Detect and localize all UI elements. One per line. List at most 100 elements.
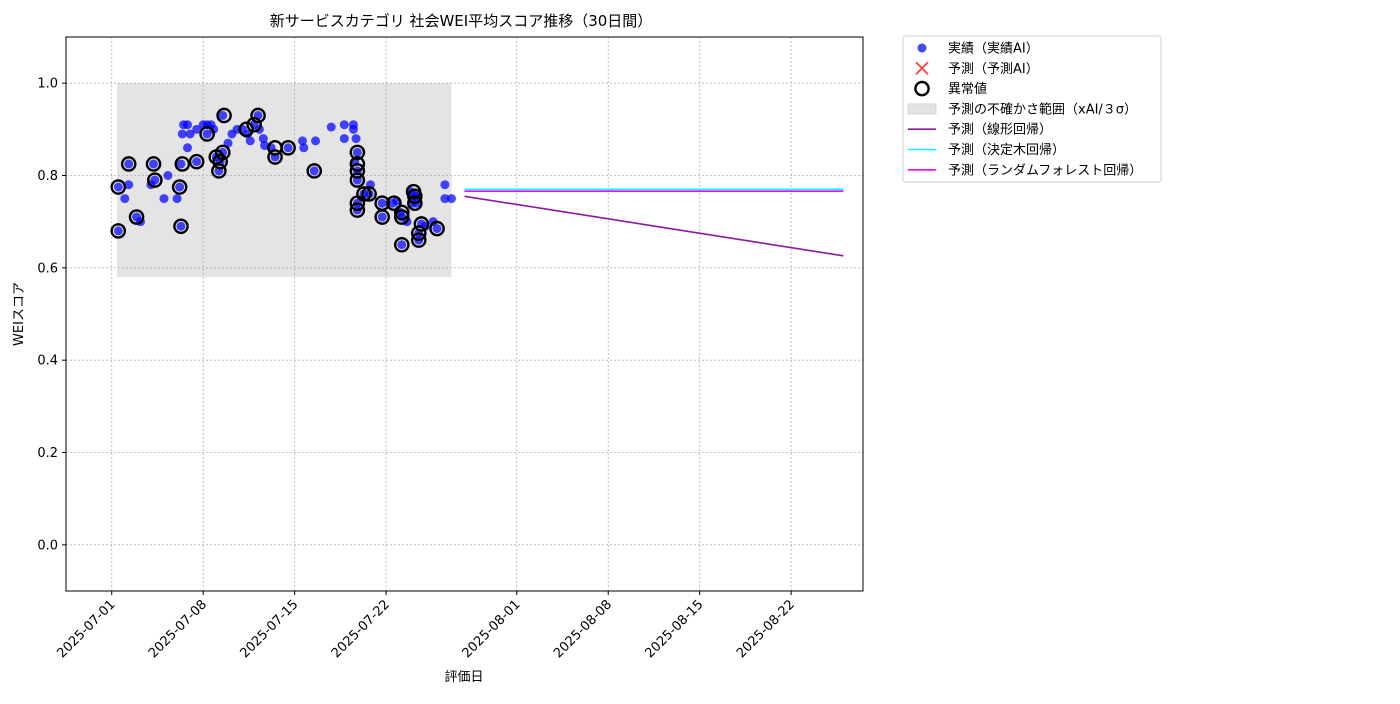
actual-point <box>377 198 387 208</box>
anomaly-marker <box>216 107 232 124</box>
chart-title: 新サービスカテゴリ 社会WEI平均スコア推移（30日間） <box>270 12 653 30</box>
anomaly-marker <box>349 163 366 179</box>
x-tick-label: 2025-08-15 <box>642 597 706 661</box>
x-tick-label: 2025-07-15 <box>237 597 301 661</box>
anomaly-marker <box>349 156 366 172</box>
actual-point <box>245 136 255 146</box>
legend-label: 予測（決定木回帰） <box>948 142 1065 158</box>
actual-point <box>299 143 309 153</box>
anomaly-marker <box>199 126 215 142</box>
anomaly-marker <box>393 204 410 221</box>
actual-point <box>177 129 187 139</box>
actual-point <box>348 124 358 134</box>
anomaly-marker <box>393 236 410 253</box>
actual-point <box>113 226 123 236</box>
anomaly-marker <box>250 107 266 124</box>
x-tick-label: 2025-07-22 <box>329 597 393 661</box>
x-tick-label: 2025-08-22 <box>734 597 798 661</box>
anomaly-marker <box>238 121 255 138</box>
actual-point <box>440 194 450 204</box>
anomaly-marker <box>407 195 423 211</box>
actual-point <box>183 143 193 153</box>
anomaly-marker <box>171 179 188 195</box>
y-tick-label: 0.8 <box>37 169 58 184</box>
x-tick-label: 2025-07-01 <box>55 597 119 661</box>
actual-point <box>339 120 349 130</box>
y-tick-label: 0.6 <box>37 261 58 276</box>
actual-point <box>172 194 182 204</box>
anomaly-marker <box>246 116 262 133</box>
anomaly-marker <box>349 172 366 188</box>
anomaly-marker <box>393 209 410 225</box>
anomaly-marker <box>386 195 402 211</box>
anomaly-marker <box>212 153 228 170</box>
anomaly-marker <box>145 156 162 172</box>
anomaly-marker <box>374 209 390 225</box>
actual-point <box>218 110 228 120</box>
anomaly-marker <box>211 163 227 179</box>
actual-point <box>176 159 186 169</box>
legend-marker-predicted <box>915 61 929 75</box>
actual-point <box>364 189 374 199</box>
anomaly-marker <box>214 144 231 161</box>
x-tick-label: 2025-08-01 <box>460 597 524 661</box>
anomaly-marker <box>407 188 423 205</box>
anomaly-marker <box>356 186 372 202</box>
y-tick-label: 0.4 <box>37 354 58 369</box>
anomaly-marker <box>306 163 323 179</box>
grid-layer <box>66 37 863 591</box>
actual-point <box>297 136 307 146</box>
actual-point <box>124 159 134 169</box>
anomaly-marker <box>147 172 163 188</box>
legend-marker-anomaly <box>914 80 930 97</box>
actual-point <box>446 194 456 204</box>
actual-point <box>352 147 362 157</box>
actual-point <box>309 166 319 176</box>
y-axis: 0.0 0.2 0.4 0.6 0.8 1.0 <box>37 77 66 553</box>
actual-point <box>183 120 193 130</box>
anomaly-ring-layer <box>110 107 445 253</box>
x-axis-label: 評価日 <box>444 670 483 685</box>
anomaly-marker <box>410 225 427 242</box>
anomaly-marker <box>349 144 366 161</box>
y-tick-label: 1.0 <box>37 77 58 92</box>
legend-label: 予測の不確かさ範囲（xAI/３σ） <box>948 101 1137 117</box>
legend-label: 異常値 <box>948 81 987 97</box>
actual-point <box>440 180 450 190</box>
anomaly-marker <box>173 218 189 235</box>
forecast-line-layer <box>464 188 844 257</box>
anomaly-marker <box>349 202 366 218</box>
legend-marker-actual <box>917 43 927 53</box>
actual-point <box>283 143 293 153</box>
anomaly-marker <box>188 153 205 170</box>
actual-point <box>311 136 321 146</box>
anomaly-marker <box>361 186 377 202</box>
actual-point <box>175 182 185 192</box>
legend-label: 予測（線形回帰） <box>948 122 1052 138</box>
anomaly-marker <box>128 209 145 225</box>
anomaly-marker <box>267 149 283 165</box>
actual-point <box>339 134 349 144</box>
actual-point <box>120 194 130 204</box>
anomaly-marker <box>174 156 191 172</box>
legend-label: 実績（実績AI） <box>948 41 1039 57</box>
anomaly-marker <box>413 216 430 232</box>
actual-point <box>150 175 160 185</box>
actual-point <box>258 134 268 144</box>
actual-point <box>432 224 442 234</box>
actual-point <box>176 221 186 231</box>
anomaly-marker <box>110 179 127 195</box>
anomaly-marker <box>410 232 427 248</box>
y-tick-label: 0.0 <box>37 538 58 553</box>
legend-patch-band <box>907 103 937 115</box>
x-tick-label: 2025-07-08 <box>146 597 210 661</box>
actual-point <box>149 159 159 169</box>
actual-point <box>192 124 202 134</box>
actual-point <box>397 240 407 250</box>
actual-point <box>163 171 173 180</box>
actual-point <box>202 129 212 139</box>
forecast-line <box>464 195 844 257</box>
actual-point <box>185 129 195 139</box>
y-axis-label: WEIスコア <box>12 282 27 346</box>
